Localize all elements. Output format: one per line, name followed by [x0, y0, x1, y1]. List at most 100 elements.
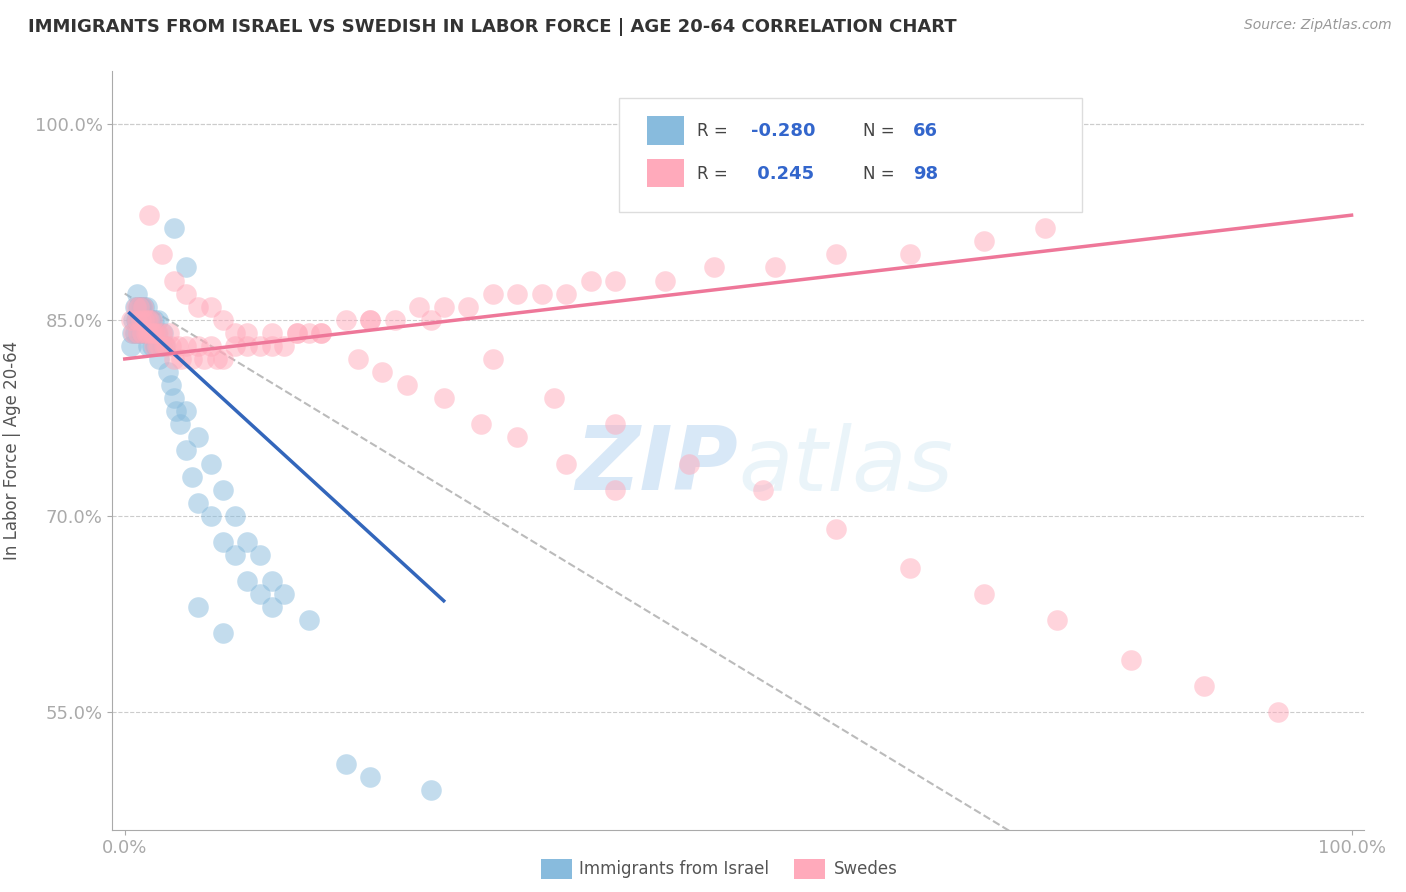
Point	[371, 365, 394, 379]
Point	[134, 312, 156, 326]
Point	[285, 326, 308, 340]
Point	[166, 339, 188, 353]
Point	[457, 300, 479, 314]
Point	[132, 300, 155, 314]
Point	[359, 770, 381, 784]
Point	[181, 469, 204, 483]
Point	[309, 326, 332, 340]
Point	[420, 783, 443, 797]
Point	[200, 339, 222, 353]
Point	[129, 300, 152, 314]
Point	[973, 235, 995, 249]
Point	[142, 326, 165, 340]
Point	[205, 351, 228, 366]
Point	[146, 312, 169, 326]
Point	[433, 391, 456, 405]
Point	[555, 457, 578, 471]
Point	[127, 326, 149, 340]
Point	[156, 365, 179, 379]
Point	[138, 208, 160, 222]
Text: R =: R =	[697, 165, 733, 183]
Point	[148, 351, 170, 366]
FancyBboxPatch shape	[619, 98, 1083, 211]
Point	[751, 483, 773, 497]
Point	[125, 312, 148, 326]
Point	[174, 260, 197, 275]
Text: Swedes: Swedes	[834, 860, 897, 878]
Point	[481, 286, 503, 301]
Point	[120, 339, 142, 353]
Point	[145, 326, 167, 340]
Point	[187, 496, 209, 510]
Point	[249, 339, 271, 353]
Point	[506, 286, 529, 301]
Point	[145, 326, 167, 340]
Point	[165, 404, 187, 418]
Point	[169, 417, 191, 432]
Point	[359, 312, 381, 326]
Point	[155, 339, 177, 353]
Point	[898, 561, 921, 575]
Point	[146, 326, 169, 340]
Point	[530, 286, 553, 301]
Point	[163, 391, 186, 405]
Point	[212, 626, 235, 640]
Point	[212, 483, 235, 497]
Point	[141, 312, 163, 326]
Point	[212, 535, 235, 549]
Point	[260, 339, 283, 353]
Point	[359, 312, 381, 326]
Point	[150, 326, 173, 340]
Text: Source: ZipAtlas.com: Source: ZipAtlas.com	[1244, 18, 1392, 32]
Point	[174, 286, 197, 301]
Point	[395, 378, 418, 392]
Point	[174, 339, 197, 353]
Point	[174, 404, 197, 418]
Point	[187, 339, 209, 353]
Point	[160, 378, 183, 392]
Point	[160, 339, 183, 353]
Point	[1119, 652, 1142, 666]
Point	[224, 508, 246, 523]
Text: -0.280: -0.280	[751, 122, 815, 140]
Point	[433, 300, 456, 314]
Point	[187, 430, 209, 444]
Point	[153, 339, 176, 353]
Point	[128, 300, 150, 314]
Point	[135, 326, 157, 340]
Point	[335, 312, 357, 326]
Point	[127, 326, 149, 340]
Point	[138, 326, 160, 340]
Point	[163, 351, 186, 366]
Point	[135, 326, 157, 340]
Point	[187, 300, 209, 314]
Point	[174, 443, 197, 458]
Point	[122, 312, 145, 326]
Point	[139, 326, 162, 340]
Point	[139, 312, 162, 326]
Point	[236, 574, 259, 589]
Point	[135, 312, 157, 326]
Point	[285, 326, 308, 340]
Point	[273, 339, 295, 353]
Point	[163, 273, 186, 287]
Point	[384, 312, 406, 326]
Point	[134, 300, 156, 314]
Point	[236, 339, 259, 353]
Point	[605, 273, 627, 287]
Point	[260, 574, 283, 589]
Point	[131, 300, 153, 314]
Point	[506, 430, 529, 444]
Point	[236, 535, 259, 549]
Point	[121, 326, 143, 340]
Point	[273, 587, 295, 601]
Point	[260, 600, 283, 615]
Point	[129, 312, 152, 326]
Point	[298, 614, 321, 628]
Point	[152, 326, 174, 340]
Point	[260, 326, 283, 340]
Point	[605, 417, 627, 432]
Point	[200, 300, 222, 314]
Point	[187, 600, 209, 615]
Point	[249, 587, 271, 601]
